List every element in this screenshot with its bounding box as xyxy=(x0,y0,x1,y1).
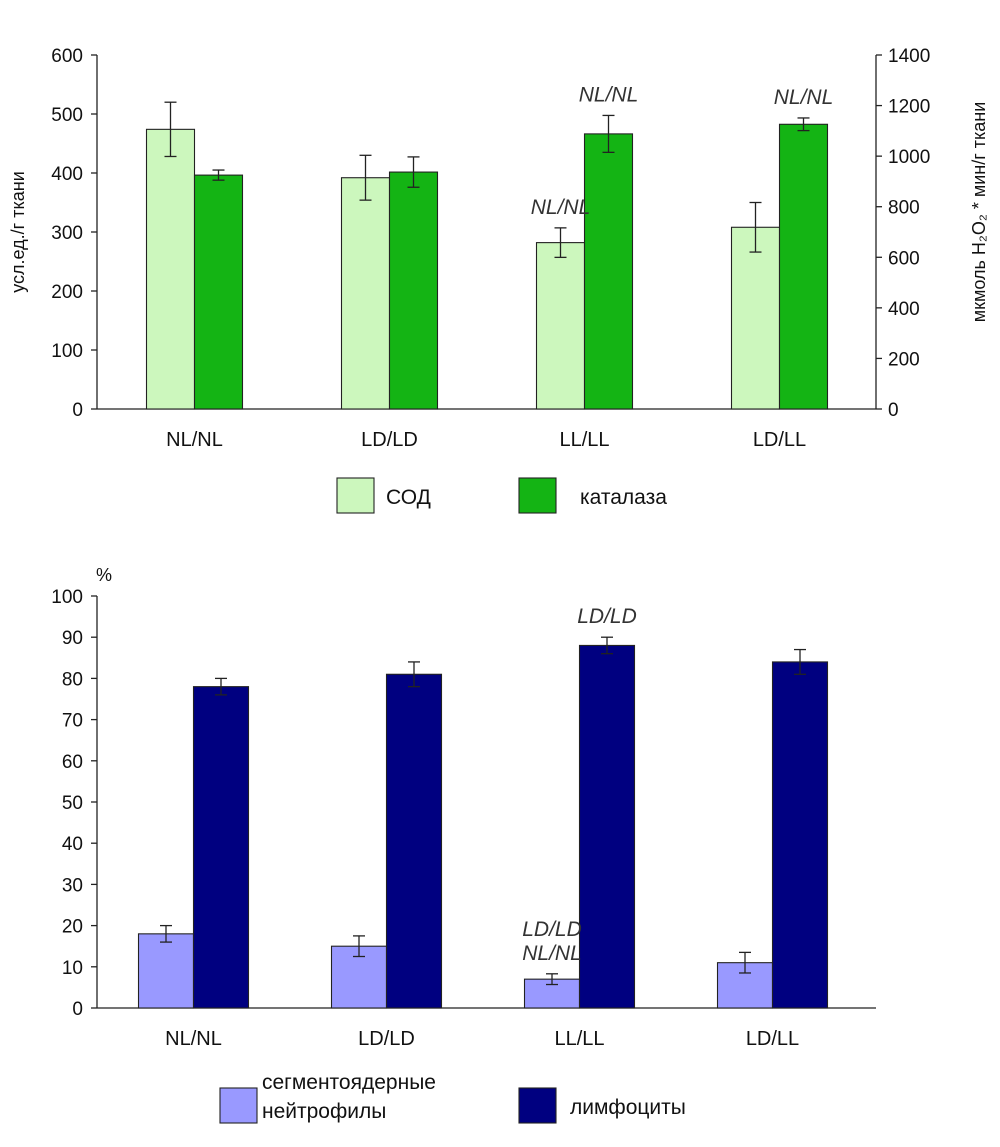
bar xyxy=(583,133,634,410)
x-tick-label: LD/LL xyxy=(753,429,806,451)
legend-label: лимфоциты xyxy=(570,1096,686,1119)
y-tick-label-left: 600 xyxy=(51,46,83,67)
bar xyxy=(771,661,829,1009)
y-tick-label-left: 0 xyxy=(72,999,83,1020)
y-tick-label-left: 300 xyxy=(51,223,83,244)
bar xyxy=(730,226,781,410)
y-tick-label-left: 30 xyxy=(62,875,83,896)
y-tick-label-left: 60 xyxy=(62,752,83,773)
chart-1: 0 100 200 300 400 500 600 0 200 400 600 800 1000 1200… xyxy=(8,46,989,514)
bar xyxy=(535,242,586,410)
x-tick-label: NL/NL xyxy=(166,429,223,451)
bar xyxy=(340,177,391,410)
y-tick-label-right: 800 xyxy=(888,198,920,219)
legend-swatch xyxy=(518,1087,557,1124)
y-tick-label-left: 90 xyxy=(62,628,83,649)
bar xyxy=(578,644,636,1009)
bar xyxy=(192,686,250,1009)
y-tick-label-right: 1000 xyxy=(888,147,930,168)
y-axis-title-right: мкмоль H₂O₂ * мин/г ткани xyxy=(969,102,989,323)
y-axis-title: % xyxy=(96,565,112,585)
y-tick-label-right: 0 xyxy=(888,400,899,421)
y-tick-label-left: 100 xyxy=(51,341,83,362)
y-tick-label-left: 10 xyxy=(62,958,83,979)
y-tick-label-right: 400 xyxy=(888,299,920,320)
x-tick-label: LD/LL xyxy=(746,1028,799,1050)
significance-label: NL/NL xyxy=(579,83,639,106)
y-tick-label-left: 100 xyxy=(51,587,83,608)
y-tick-label-left: 0 xyxy=(72,400,83,421)
legend-label: нейтрофилы xyxy=(262,1100,386,1123)
y-tick-label-left: 80 xyxy=(62,669,83,690)
bar xyxy=(145,128,196,410)
legend-label: сегментоядерные xyxy=(262,1071,436,1094)
x-tick-label: NL/NL xyxy=(165,1028,222,1050)
legend-label: каталаза xyxy=(580,486,667,509)
bar xyxy=(193,174,244,410)
x-tick-label: LD/LD xyxy=(361,429,418,451)
y-tick-label-left: 200 xyxy=(51,282,83,303)
x-tick-label: LL/LL xyxy=(554,1028,604,1050)
y-tick-label-right: 200 xyxy=(888,349,920,370)
bar xyxy=(385,673,443,1009)
legend-label: СОД xyxy=(386,486,431,509)
y-tick-label-right: 1400 xyxy=(888,46,930,67)
bar xyxy=(778,123,829,410)
y-tick-label-left: 20 xyxy=(62,917,83,938)
y-tick-label-left: 500 xyxy=(51,105,83,126)
x-tick-label: LL/LL xyxy=(559,429,609,451)
y-tick-label-right: 1200 xyxy=(888,97,930,118)
legend-swatch xyxy=(518,477,557,514)
y-tick-label-right: 600 xyxy=(888,248,920,269)
significance-label: NL/NL xyxy=(774,86,834,109)
x-tick-label: LD/LD xyxy=(358,1028,415,1050)
bar xyxy=(137,933,195,1009)
legend-swatch xyxy=(219,1087,258,1124)
significance-label: NL/NL xyxy=(531,196,591,219)
y-tick-label-left: 70 xyxy=(62,711,83,732)
legend-swatch xyxy=(336,477,375,514)
bar xyxy=(388,171,439,410)
y-tick-label-left: 50 xyxy=(62,793,83,814)
significance-label: LD/LD xyxy=(522,918,582,941)
y-axis-title-left: усл.ед./г ткани xyxy=(8,171,28,293)
significance-label: LD/LD xyxy=(577,605,637,628)
significance-label: NL/NL xyxy=(522,942,582,965)
y-tick-label-left: 400 xyxy=(51,164,83,185)
y-tick-label-left: 40 xyxy=(62,834,83,855)
